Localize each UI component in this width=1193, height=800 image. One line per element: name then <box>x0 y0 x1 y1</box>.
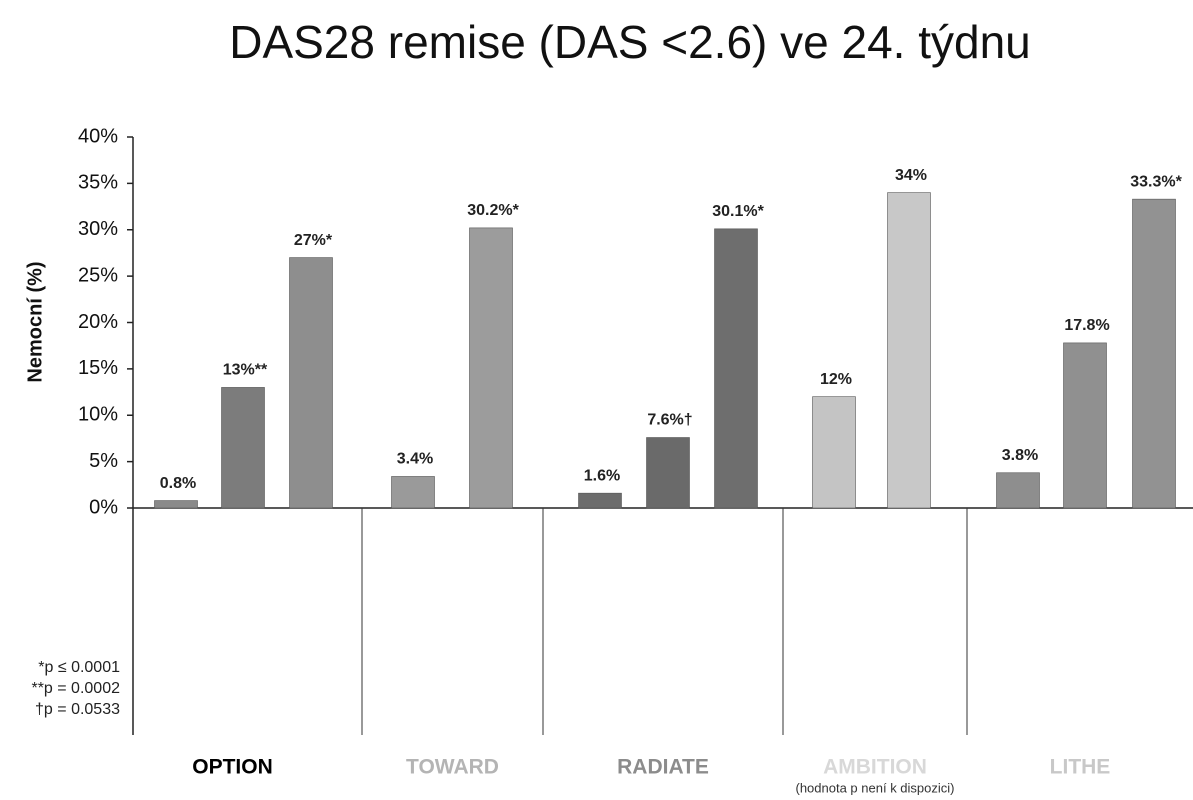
bar <box>812 396 856 509</box>
y-tick-label: 20% <box>78 311 118 333</box>
footnote: †p = 0.0533 <box>35 701 120 718</box>
chart-title: DAS28 remise (DAS <2.6) ve 24. týdnu <box>229 16 1031 68</box>
bar <box>714 228 758 509</box>
value-label: 12% <box>820 371 852 388</box>
value-label: 1.6% <box>584 467 620 484</box>
group-label: OPTION <box>192 756 273 779</box>
bar <box>469 227 513 509</box>
y-tick-label: 25% <box>78 264 118 286</box>
y-tick-label: 15% <box>78 357 118 379</box>
bar <box>996 472 1040 509</box>
value-label: 3.4% <box>397 451 433 468</box>
value-label: 13%** <box>223 362 268 379</box>
group-label: AMBITION <box>823 756 927 779</box>
value-label: 0.8% <box>160 475 196 492</box>
value-label: 30.2%* <box>467 202 519 219</box>
y-tick-label: 40% <box>78 125 118 147</box>
value-label: 30.1%* <box>712 203 764 220</box>
value-label: 34% <box>895 167 927 184</box>
bar <box>154 500 198 509</box>
y-axis-label: Nemocní (%) <box>24 261 46 382</box>
bar <box>391 476 435 509</box>
bar <box>578 492 622 509</box>
value-label: 27%* <box>294 232 333 249</box>
value-label: 7.6%† <box>647 412 692 429</box>
bar <box>1132 198 1176 509</box>
value-label: 17.8% <box>1064 317 1109 334</box>
value-label: 33.3%* <box>1130 173 1182 190</box>
footnote: **p = 0.0002 <box>31 680 120 697</box>
group-note: (hodnota p není k dispozici) <box>796 780 955 795</box>
group-label: LITHE <box>1050 756 1111 779</box>
y-tick-label: 0% <box>89 496 118 518</box>
bar <box>646 437 690 509</box>
bar <box>1063 342 1107 509</box>
y-tick-label: 5% <box>89 450 118 472</box>
footnote: *p ≤ 0.0001 <box>38 659 120 676</box>
value-label: 3.8% <box>1002 447 1038 464</box>
y-tick-label: 30% <box>78 218 118 240</box>
y-tick-label: 35% <box>78 172 118 194</box>
bar <box>289 257 333 509</box>
bar <box>887 192 931 509</box>
y-tick-label: 10% <box>78 404 118 426</box>
group-label: RADIATE <box>617 756 709 779</box>
bar <box>221 387 265 509</box>
group-label: TOWARD <box>406 756 499 779</box>
